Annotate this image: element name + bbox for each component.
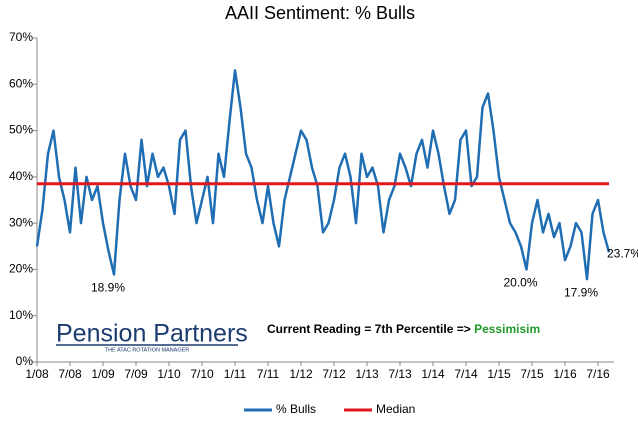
x-tick-label: 7/09 (124, 367, 148, 381)
logo-tagline: THE ATAC ROTATION MANAGER (105, 347, 190, 353)
y-tick-label: 20% (9, 262, 33, 276)
x-tick-label: 7/14 (454, 367, 478, 381)
annotation-text: Current Reading = 7th Percentile => (267, 322, 474, 336)
x-tick-label: 7/13 (388, 367, 412, 381)
x-tick-label: 1/15 (487, 367, 511, 381)
data-label: 17.9% (564, 285, 598, 299)
x-tick-label: 7/08 (58, 367, 82, 381)
y-tick-label: 10% (9, 308, 33, 322)
legend-label: Median (376, 402, 415, 416)
data-label: 18.9% (91, 281, 125, 295)
x-tick-label: 7/15 (520, 367, 544, 381)
x-tick-label: 1/16 (553, 367, 577, 381)
x-tick-label: 1/14 (421, 367, 445, 381)
y-tick-label: 60% (9, 76, 33, 90)
x-tick-label: 7/12 (322, 367, 346, 381)
annotation-highlight: Pessimisim (474, 322, 540, 336)
x-tick-label: 1/11 (224, 367, 247, 381)
x-tick-label: 1/10 (157, 367, 181, 381)
x-tick-label: 1/08 (25, 367, 49, 381)
series-line (35, 69, 611, 281)
chart-title: AAII Sentiment: % Bulls (225, 3, 415, 23)
x-tick-label: 1/13 (355, 367, 379, 381)
data-label: 23.7% (607, 246, 638, 260)
y-tick-label: 30% (9, 215, 33, 229)
x-tick-label: 1/09 (91, 367, 115, 381)
x-tick-label: 1/12 (289, 367, 313, 381)
x-tick-label: 7/10 (190, 367, 214, 381)
x-tick-label: 7/11 (257, 367, 280, 381)
legend-label: % Bulls (276, 402, 316, 416)
y-tick-label: 0% (16, 354, 34, 368)
data-label: 20.0% (503, 276, 537, 290)
y-tick-label: 50% (9, 123, 33, 137)
y-tick-label: 70% (9, 30, 33, 44)
annotation: Current Reading = 7th Percentile => Pess… (267, 322, 540, 336)
logo-name: Pension Partners (56, 320, 248, 348)
y-tick-label: 40% (9, 169, 33, 183)
x-tick-label: 7/16 (586, 367, 610, 381)
